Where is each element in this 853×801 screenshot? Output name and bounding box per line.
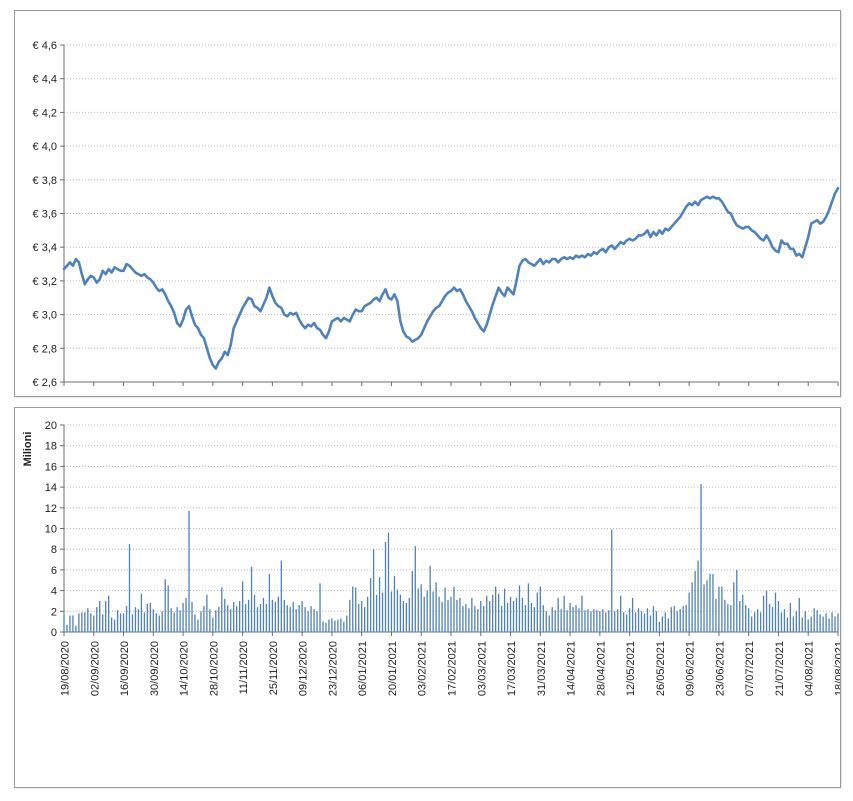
y-axis-tick-label: 20 xyxy=(45,420,57,432)
x-axis-date-label: 14/04/2021 xyxy=(566,641,578,696)
y-axis-tick-label: 6 xyxy=(51,565,57,577)
x-axis-date-label: 23/12/2020 xyxy=(327,641,339,696)
y-axis-tick-label: € 4,0 xyxy=(33,141,57,153)
volume-chart-panel: 20 18 16 14 12 10 8 6 4 2 0 Milioni 19/08/2020 02/09/… xyxy=(14,407,841,788)
x-axis-date-label: 21/07/2021 xyxy=(774,641,786,696)
x-axis-date-label: 25/11/2020 xyxy=(268,641,280,695)
x-axis-date-label: 18/08/2021 xyxy=(834,641,841,696)
y-axis-tick-label: 12 xyxy=(45,503,57,515)
x-axis-date-label: 12/05/2021 xyxy=(625,641,637,696)
x-axis-date-label: 17/03/2021 xyxy=(506,641,518,696)
y-axis-tick-label: € 2,6 xyxy=(33,377,57,389)
price-chart-panel: € 4,6 € 4,4 € 4,2 € 4,0 € 3,8 € 3,6 € 3,4 € 3,2… xyxy=(14,10,841,397)
y-axis-tick-label: 10 xyxy=(45,524,57,536)
x-axis-date-label: 03/03/2021 xyxy=(476,641,488,696)
y-axis-tick-label: € 3,2 xyxy=(33,276,57,288)
y-axis-tick-label: € 3,6 xyxy=(33,209,57,221)
y-axis-tick-label: € 4,4 xyxy=(33,74,57,86)
y-axis-tick-label: 16 xyxy=(45,461,57,473)
x-axis-date-label: 09/12/2020 xyxy=(298,641,310,696)
x-axis-date-label: 28/04/2021 xyxy=(595,641,607,696)
x-axis xyxy=(63,381,839,386)
x-axis-date-label: 31/03/2021 xyxy=(536,641,548,696)
x-axis-date-label: 06/01/2021 xyxy=(357,641,369,696)
x-axis-date-label: 04/08/2021 xyxy=(804,641,816,696)
y-axis-title: Milioni xyxy=(22,432,34,467)
x-axis-date-label: 02/09/2020 xyxy=(89,641,101,696)
y-axis-tick-label: € 4,2 xyxy=(33,107,57,119)
x-axis-date-label: 14/10/2020 xyxy=(179,641,191,696)
y-axis: € 4,6 € 4,4 € 4,2 € 4,0 € 3,8 € 3,6 € 3,4 € 3,2… xyxy=(33,40,65,389)
x-axis-date-label: 03/02/2021 xyxy=(417,641,429,696)
volume-series-bars xyxy=(63,484,839,632)
x-axis: 19/08/2020 02/09/2020 16/09/2020 30/09/2020… xyxy=(60,631,841,696)
price-line-chart: € 4,6 € 4,4 € 4,2 € 4,0 € 3,8 € 3,6 € 3,4 € 3,2… xyxy=(33,40,840,389)
y-axis-tick-label: € 4,6 xyxy=(33,40,57,52)
y-axis-tick-label: € 3,4 xyxy=(33,242,57,254)
x-axis-date-label: 07/07/2021 xyxy=(744,641,756,696)
y-axis-tick-label: € 3,8 xyxy=(33,175,57,187)
y-axis-tick-label: 18 xyxy=(45,441,57,453)
y-axis-tick-label: 14 xyxy=(45,482,57,494)
y-axis-tick-label: 4 xyxy=(51,586,57,598)
x-axis-date-label: 28/10/2020 xyxy=(208,641,220,696)
price-series-line xyxy=(62,186,840,370)
x-axis-date-label: 30/09/2020 xyxy=(149,641,161,696)
x-axis-date-label: 19/08/2020 xyxy=(60,641,72,696)
y-axis-tick-label: € 2,8 xyxy=(33,343,57,355)
x-axis-date-label: 26/05/2021 xyxy=(655,641,667,696)
gridlines xyxy=(64,44,838,349)
y-axis-tick-label: 8 xyxy=(51,544,57,556)
gridlines xyxy=(64,424,838,612)
x-axis-date-label: 16/09/2020 xyxy=(119,641,131,696)
y-axis-tick-label: 2 xyxy=(51,606,57,618)
x-axis-date-label: 11/11/2020 xyxy=(238,641,250,694)
y-axis-tick-label: 0 xyxy=(51,627,57,639)
x-axis-date-label: 20/01/2021 xyxy=(387,641,399,696)
x-axis-date-label: 09/06/2021 xyxy=(685,641,697,696)
x-axis-date-label: 17/02/2021 xyxy=(447,641,459,696)
y-axis-tick-label: € 3,0 xyxy=(33,310,57,322)
x-axis-date-label: 23/06/2021 xyxy=(714,641,726,696)
